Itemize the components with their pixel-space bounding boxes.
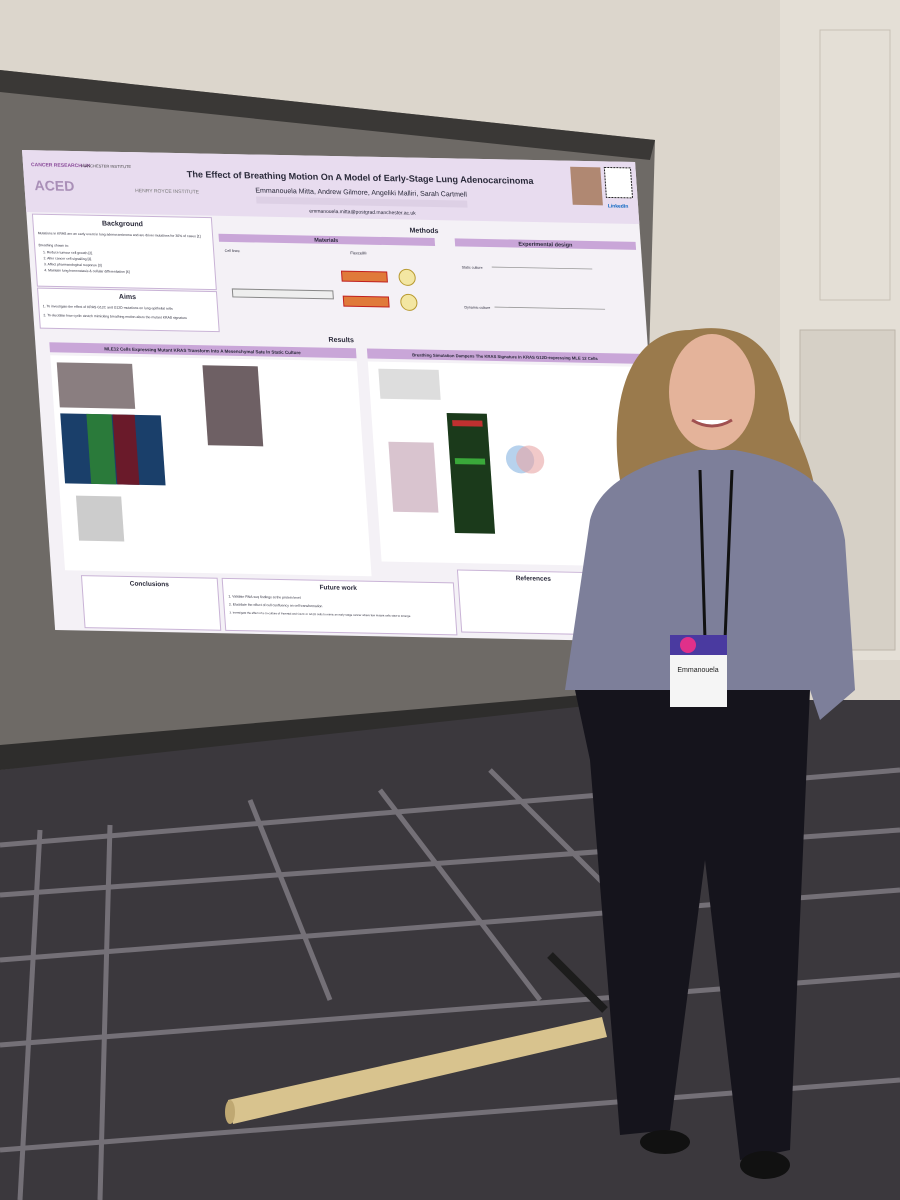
poster-text: Static culture xyxy=(462,265,483,269)
poster-text: 1. Validate RNA-seq findings at the prot… xyxy=(228,594,301,599)
diagram xyxy=(398,268,416,286)
figure xyxy=(86,413,117,485)
lanyard xyxy=(698,469,734,641)
sub-heading: Experimental design xyxy=(518,242,573,249)
poster-tube xyxy=(228,1017,607,1124)
section-heading: Results xyxy=(328,337,354,344)
diagram xyxy=(342,295,390,308)
person: Emmanouela xyxy=(565,328,855,1179)
section-heading: Conclusions xyxy=(130,581,170,589)
heading-bar xyxy=(49,342,357,359)
poster-text: 3. Affect pharmacological response [3] xyxy=(44,262,102,267)
trousers xyxy=(575,690,810,1160)
linkedin: LinkedIn xyxy=(608,203,629,209)
heatmap xyxy=(454,458,486,465)
poster-text: 1. Reduce tumour cell growth [2] xyxy=(43,250,92,255)
logo-text: CANCER RESEARCH UK xyxy=(31,162,91,169)
section-heading: Background xyxy=(102,220,143,228)
door-panel xyxy=(819,29,891,301)
author-photo xyxy=(570,166,603,206)
figure xyxy=(378,368,441,400)
section-heading: References xyxy=(516,575,552,583)
logo-text: HENRY ROYCE INSTITUTE xyxy=(135,188,200,195)
poster: CANCER RESEARCH UK MANCHESTER INSTITUTE … xyxy=(22,150,669,643)
figure xyxy=(388,441,439,513)
poster-text: Flexcell® xyxy=(350,250,367,255)
diagram xyxy=(491,266,606,310)
heading-bar xyxy=(218,233,436,246)
smile xyxy=(691,418,733,428)
poster-text: Dynamic culture xyxy=(464,305,490,309)
poster-authors: Emmanouela Mitta, Andrew Gilmore, Angeli… xyxy=(255,188,468,199)
badge-header xyxy=(670,635,727,655)
board-frame xyxy=(0,690,640,770)
logo-text: ACED xyxy=(34,177,75,194)
badge-name: Emmanouela xyxy=(677,667,718,674)
board-frame xyxy=(0,70,655,160)
poster-text: 2. Elucidate the effect of cell confluen… xyxy=(229,602,323,608)
poster-text: Mutations in KRAS are an early event in … xyxy=(38,231,201,238)
poster-text: Cell lines: xyxy=(225,249,241,253)
shoe xyxy=(640,1130,690,1154)
aims-box xyxy=(37,287,220,333)
poster-text: Breathing shown to: xyxy=(38,243,68,248)
figure-panel xyxy=(50,355,372,577)
poster-text: 4. Maintain lung homeostasis & cellular … xyxy=(44,268,130,274)
diagram xyxy=(400,293,418,311)
section-heading: Future work xyxy=(319,584,357,592)
figure xyxy=(56,362,136,409)
poster-tube-end xyxy=(225,1100,235,1124)
badge-logo xyxy=(680,637,696,653)
diagram xyxy=(231,288,334,300)
poster-header xyxy=(22,150,640,225)
panel-title: MLE12 Cells Expressing Mutant KRAS Trans… xyxy=(104,346,301,355)
background-box xyxy=(31,213,217,291)
qr-code xyxy=(603,166,634,199)
heatmap xyxy=(452,420,483,427)
face xyxy=(669,334,755,450)
logo-text: MANCHESTER INSTITUTE xyxy=(81,163,132,169)
poster-email: emmanouela.mitta@postgrad.manchester.ac.… xyxy=(309,209,416,217)
figure xyxy=(112,414,140,485)
future-work-box xyxy=(221,577,458,636)
figure xyxy=(202,365,264,447)
poster-text: 3. Investigate the effect of a co-cultur… xyxy=(229,610,411,618)
stand-leg xyxy=(547,952,608,1013)
heatmap xyxy=(446,412,496,534)
poster-text: 1. To investigate the effect of KRAS G12… xyxy=(43,304,173,311)
section-heading: Aims xyxy=(119,294,137,301)
panel-title: Breathing Simulation Dampens The KRAS Si… xyxy=(412,352,599,361)
heading-bar xyxy=(366,348,644,364)
diagram xyxy=(340,270,388,283)
venn xyxy=(516,445,545,474)
blouse xyxy=(565,450,855,720)
sub-heading: Materials xyxy=(314,238,338,244)
conclusions-box xyxy=(80,575,222,631)
poster-text: 2. Alter cancer cell signalling [3] xyxy=(43,256,91,261)
poster-text: 2. To elucidate how cyclic stretch mimic… xyxy=(43,313,187,320)
shoe xyxy=(740,1151,790,1179)
section-heading: Methods xyxy=(409,228,438,236)
heading-bar xyxy=(454,238,637,250)
affiliation-block xyxy=(256,196,468,208)
figure xyxy=(75,495,125,542)
